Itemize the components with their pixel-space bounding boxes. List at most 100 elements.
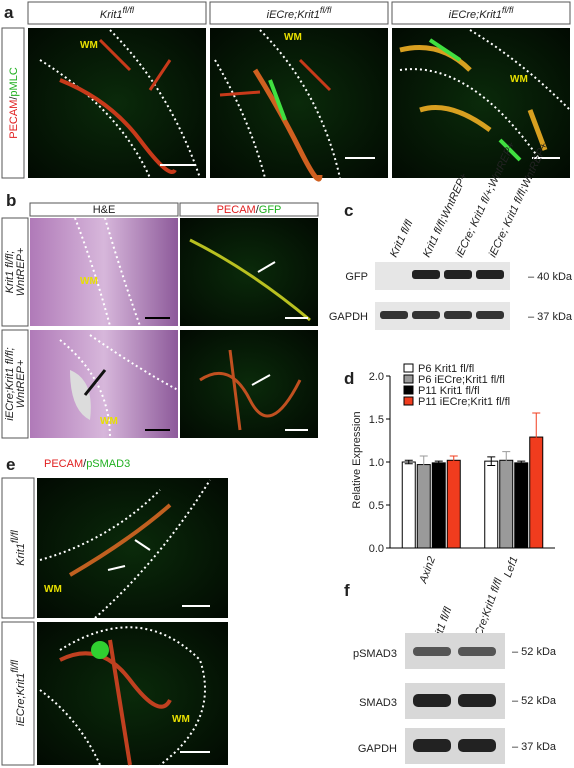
y-tick-label: 1.0 <box>369 457 384 469</box>
error-bar <box>449 455 458 466</box>
row-label: iECre;Krit1fl/fl <box>10 659 27 726</box>
wm-label: WM <box>172 714 190 725</box>
row-label: Krit1 fl/fl; <box>4 251 16 294</box>
column-header: PECAM/GFP <box>217 204 282 216</box>
label-box <box>1 477 35 619</box>
size-label: – 52 kDa <box>512 646 557 658</box>
legend-swatch <box>403 385 414 395</box>
stain-label: PECAM/pSMAD3 <box>44 458 130 470</box>
bar <box>499 459 514 549</box>
row-label-main: iECre;Krit1 <box>15 673 27 726</box>
row-label: pSMAD3 <box>353 648 397 660</box>
bar <box>446 459 461 549</box>
wm-label: WM <box>284 32 302 43</box>
label-box <box>1 27 25 179</box>
error-bar <box>487 456 496 466</box>
column-label: Krit1 fl/fl <box>388 218 416 260</box>
error-bar <box>502 451 511 470</box>
error-bar <box>517 460 526 466</box>
micrograph <box>30 217 318 439</box>
column-header-sup: fl/fl <box>502 5 515 15</box>
column-header: H&E <box>93 204 116 216</box>
bar <box>484 460 499 549</box>
column-header: iECre;Krit1fl/fl <box>449 5 515 21</box>
header-box <box>27 1 207 25</box>
y-tick-label: 0.5 <box>369 500 384 512</box>
row-label-sup: fl/fl <box>10 530 21 544</box>
y-tick-label: 0.0 <box>369 543 384 555</box>
error-bar <box>419 455 428 474</box>
column-header-main: Krit1 <box>100 9 123 21</box>
panel-letter: f <box>344 581 350 600</box>
header-box <box>179 202 319 217</box>
column-header-sup: fl/fl <box>320 5 333 15</box>
column-header: Krit1fl/fl <box>100 5 135 21</box>
micrograph <box>37 478 228 766</box>
stain-red: PECAM <box>217 204 256 216</box>
size-label: – 37 kDa <box>528 311 573 323</box>
header-box <box>209 1 389 25</box>
size-label: – 37 kDa <box>512 741 557 753</box>
error-bar <box>434 460 443 466</box>
panel-letter: b <box>6 191 16 210</box>
panel-letter: e <box>6 455 15 474</box>
row-label: GAPDH <box>329 311 368 323</box>
y-axis-label: Relative Expression <box>351 411 363 508</box>
legend-label: P11 Krit1 fl/fl <box>418 385 480 397</box>
legend-label: P11 iECre;Krit1 fl/fl <box>418 396 510 408</box>
stain-sep: / <box>8 96 20 100</box>
legend-swatch <box>403 374 414 384</box>
stain-green: pSMAD3 <box>86 458 130 470</box>
wm-label: WM <box>80 40 98 51</box>
row-label: GFP <box>345 271 368 283</box>
x-tick-label: Lef1 <box>502 555 521 579</box>
western-blot <box>375 262 510 330</box>
y-tick-label: 2.0 <box>369 371 384 383</box>
column-header-main: iECre;Krit1 <box>267 9 320 21</box>
wm-label: WM <box>100 416 118 427</box>
stain-sep: / <box>256 204 260 216</box>
row-label: iECre;Krit1 fl/fl; <box>4 347 16 420</box>
legend-label: P6 Krit1 fl/fl <box>418 363 474 375</box>
row-label-sup: fl/fl <box>10 659 21 673</box>
label-box <box>1 621 35 766</box>
x-tick-label: Axin2 <box>417 555 438 586</box>
wm-label: WM <box>80 276 98 287</box>
stain-label: PECAM/pMLC <box>8 67 20 139</box>
panel-letter: d <box>344 369 354 388</box>
western-blot <box>405 633 505 764</box>
bar <box>416 464 431 549</box>
bar <box>514 462 529 549</box>
legend-label: P6 iECre;Krit1 fl/fl <box>418 374 505 386</box>
size-label: – 52 kDa <box>512 695 557 707</box>
stain-green: GFP <box>259 204 282 216</box>
wm-label: WM <box>44 584 62 595</box>
header-box <box>29 202 179 217</box>
label-box <box>1 217 29 327</box>
panel-letter: c <box>344 201 353 220</box>
row-label: WntREP+ <box>15 247 27 296</box>
row-label: Krit1fl/fl <box>10 530 27 566</box>
stain-green: pMLC <box>8 67 20 96</box>
bar <box>401 461 416 549</box>
stain-sep: / <box>83 458 87 470</box>
column-header-sup: fl/fl <box>123 5 136 15</box>
label-box <box>1 329 29 439</box>
size-label: – 40 kDa <box>528 271 573 283</box>
legend-swatch <box>403 396 414 406</box>
error-bar <box>532 412 541 462</box>
row-label-main: Krit1 <box>15 543 27 566</box>
row-label: SMAD3 <box>359 697 397 709</box>
row-label: WntREP+ <box>15 359 27 408</box>
column-header: iECre;Krit1fl/fl <box>267 5 333 21</box>
row-label: GAPDH <box>358 743 397 755</box>
wm-label: WM <box>510 74 528 85</box>
column-header-main: iECre;Krit1 <box>449 9 502 21</box>
error-bar <box>404 459 413 465</box>
panel-letter: a <box>4 3 14 22</box>
stain-red: PECAM <box>44 458 83 470</box>
legend-swatch <box>403 363 414 373</box>
header-box <box>391 1 571 25</box>
bar <box>431 462 446 549</box>
